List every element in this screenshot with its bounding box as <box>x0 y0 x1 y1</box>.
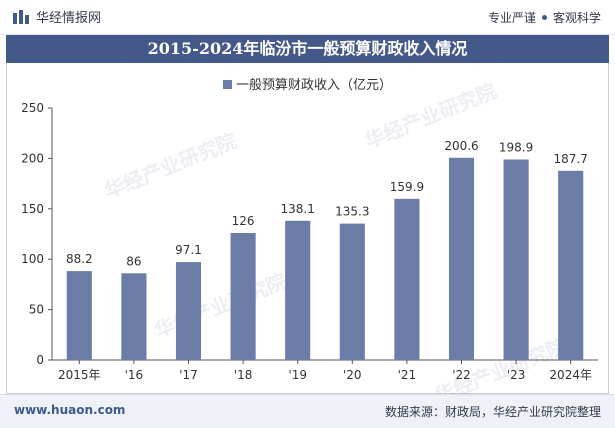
data-label: 159.9 <box>390 180 424 194</box>
bar <box>230 232 256 360</box>
x-tick-label: 2024年 <box>549 368 592 382</box>
data-label: 135.3 <box>335 205 369 219</box>
chart-legend: 一般预算财政收入（亿元） <box>0 74 615 93</box>
y-tick-label: 50 <box>29 303 44 317</box>
bar <box>175 262 202 360</box>
x-tick-label: '17 <box>179 368 198 382</box>
bar <box>558 170 584 360</box>
y-tick-label: 100 <box>21 252 44 266</box>
data-label: 200.6 <box>444 139 478 153</box>
data-label: 88.2 <box>66 252 93 266</box>
y-tick-label: 150 <box>21 202 44 216</box>
x-tick-label: '23 <box>507 368 526 382</box>
bar <box>448 157 475 360</box>
x-tick-label: '22 <box>452 368 471 382</box>
brand[interactable]: 华经情报网 <box>12 7 101 26</box>
x-tick-label: '16 <box>125 368 144 382</box>
bar <box>285 220 311 360</box>
footer: www.huaon.com 数据来源：财政局，华经产业研究院整理 <box>0 394 615 428</box>
y-tick-label: 0 <box>36 353 44 367</box>
bullet-dot-icon <box>541 15 547 20</box>
data-label: 198.9 <box>499 141 533 155</box>
bar <box>121 273 147 360</box>
footer-source: 数据来源：财政局，华经产业研究院整理 <box>384 405 601 419</box>
data-label: 126 <box>232 214 255 228</box>
legend-label: 一般预算财政收入（亿元） <box>235 78 392 93</box>
data-label: 187.7 <box>554 152 588 166</box>
brand-logo-icon <box>13 9 29 24</box>
x-tick-label: 2015年 <box>58 368 101 382</box>
tagline: 专业严谨 客观科学 <box>488 9 601 26</box>
footer-site-link[interactable]: www.huaon.com <box>14 403 126 417</box>
brand-name: 华经情报网 <box>36 11 102 26</box>
data-label: 86 <box>126 254 141 268</box>
top-bar: 华经情报网 专业严谨 客观科学 <box>0 0 615 35</box>
tagline-left: 专业严谨 <box>487 11 536 25</box>
data-label: 138.1 <box>281 202 315 216</box>
chart-frame <box>6 63 609 394</box>
bar-chart: 0 50 100 150 200 250 88.2 2015年 86 '16 97.1 '17 126 '… <box>21 101 598 382</box>
data-label: 97.1 <box>175 243 202 257</box>
bar <box>394 198 420 360</box>
tagline-right: 客观科学 <box>552 11 601 25</box>
legend-swatch <box>222 80 232 89</box>
bar <box>339 223 365 360</box>
x-tick-label: '18 <box>234 368 253 382</box>
bar <box>503 159 529 360</box>
bar <box>66 271 92 360</box>
y-tick-label: 200 <box>21 151 44 165</box>
x-tick-label: '21 <box>398 368 417 382</box>
x-tick-label: '19 <box>288 368 307 382</box>
y-tick-label: 250 <box>21 101 44 115</box>
x-tick-label: '20 <box>343 368 362 382</box>
chart-title: 2015-2024年临汾市一般预算财政收入情况 <box>6 35 609 63</box>
